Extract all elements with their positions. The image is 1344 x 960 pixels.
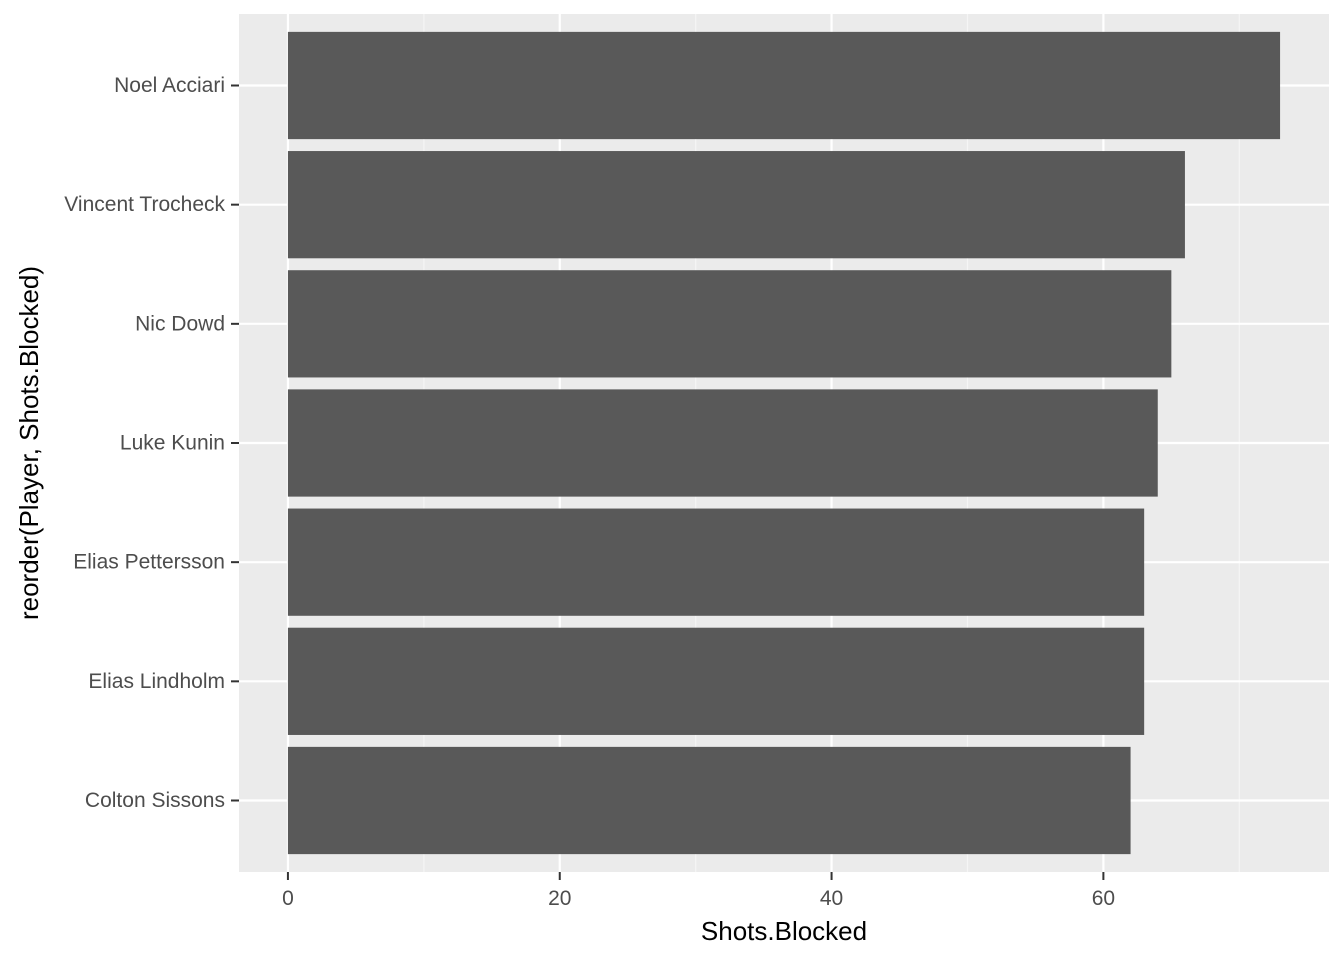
bars bbox=[287, 31, 1281, 855]
bar bbox=[287, 746, 1131, 855]
x-tick-label: 0 bbox=[282, 887, 294, 910]
bar bbox=[287, 627, 1145, 735]
y-tick-label: Elias Pettersson bbox=[73, 551, 225, 574]
y-tick-label: Colton Sissons bbox=[85, 789, 225, 812]
x-axis: 0 20 40 60 bbox=[282, 872, 1115, 910]
x-tick-label: 60 bbox=[1092, 887, 1115, 910]
y-tick-label: Luke Kunin bbox=[120, 432, 225, 455]
y-tick-label: Noel Acciari bbox=[114, 74, 225, 97]
bar bbox=[287, 508, 1145, 616]
bar bbox=[287, 270, 1172, 378]
bar bbox=[287, 389, 1158, 497]
x-tick-label: 40 bbox=[820, 887, 843, 910]
y-tick-label: Vincent Trocheck bbox=[64, 193, 225, 216]
x-tick-label: 20 bbox=[548, 887, 571, 910]
y-axis: Colton Sissons Elias Lindholm Elias Petter… bbox=[64, 74, 239, 812]
bar bbox=[287, 151, 1185, 259]
y-axis-title: reorder(Player, Shots.Blocked) bbox=[14, 266, 44, 620]
x-axis-title: Shots.Blocked bbox=[701, 916, 867, 946]
y-tick-label: Elias Lindholm bbox=[88, 670, 225, 693]
bar bbox=[287, 31, 1281, 140]
y-tick-label: Nic Dowd bbox=[135, 312, 225, 335]
